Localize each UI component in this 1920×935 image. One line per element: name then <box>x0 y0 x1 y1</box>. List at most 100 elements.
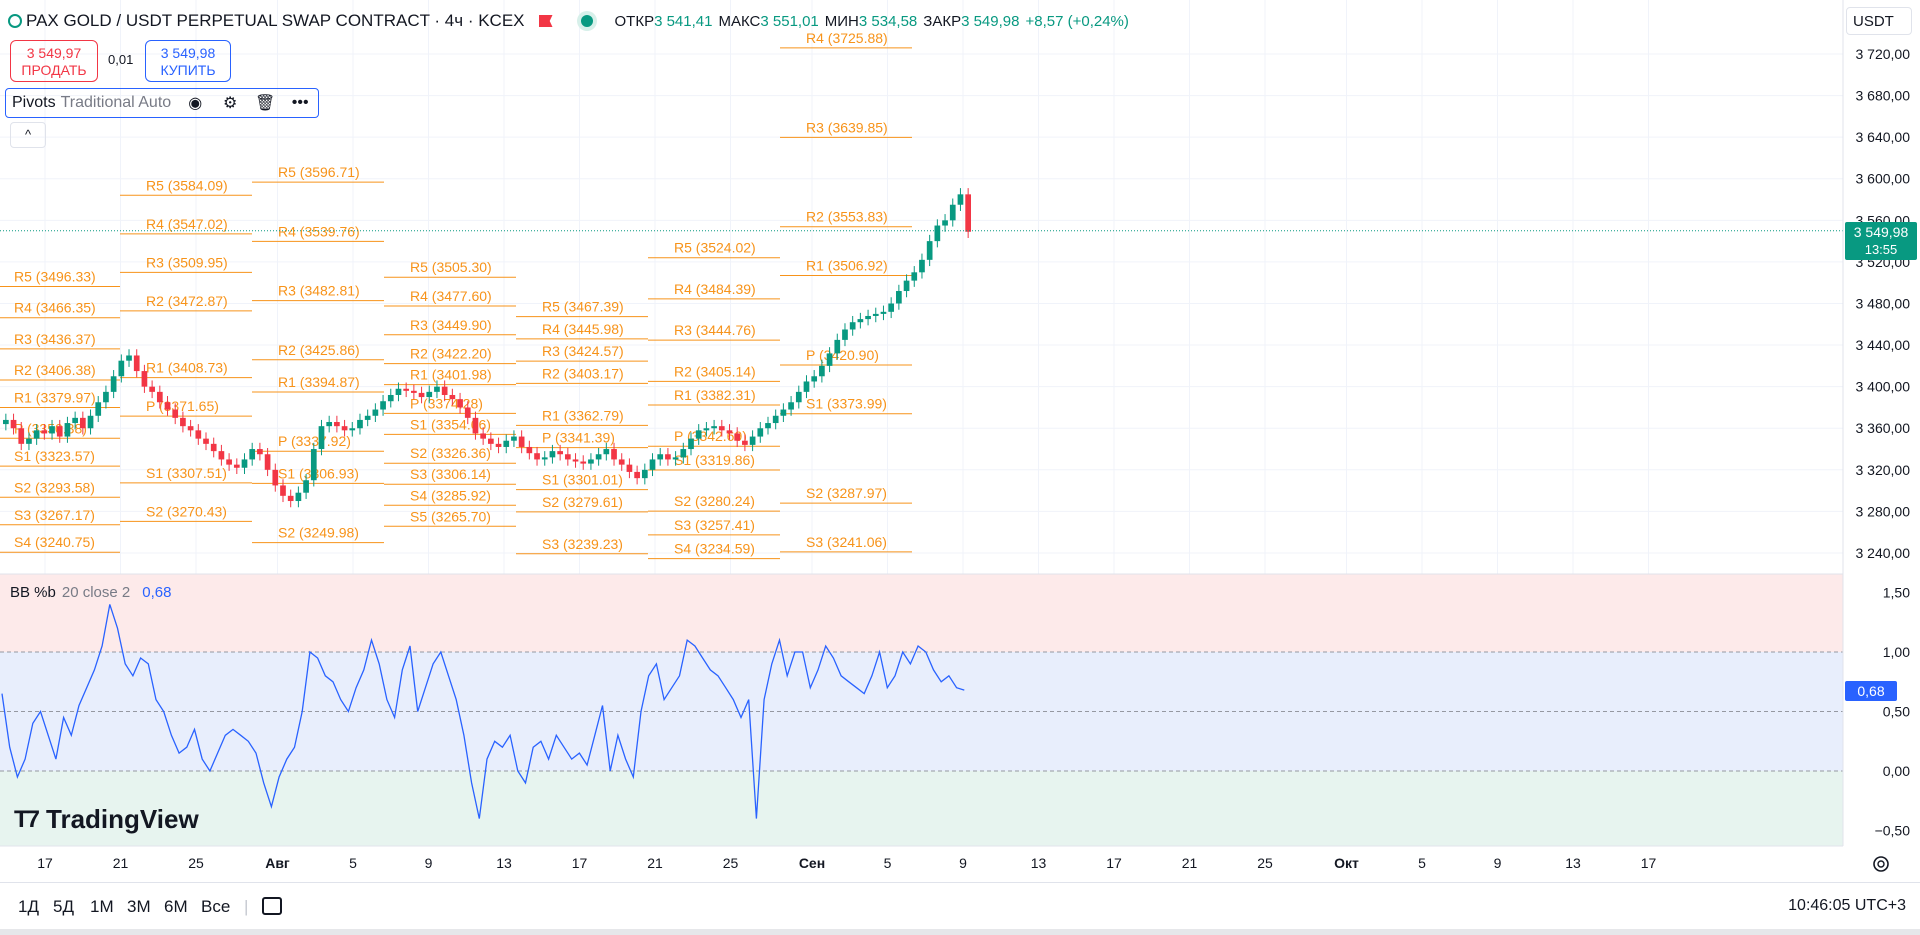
pivot-label: R3 (3509.95) <box>146 254 228 270</box>
pivot-label: R3 (3482.81) <box>278 283 360 299</box>
candle-body <box>349 428 356 431</box>
candle-body <box>449 394 456 400</box>
pivot-label: S1 (3301.01) <box>542 472 623 488</box>
pivot-label: R1 (3401.98) <box>410 367 492 383</box>
time-tick-label: 25 <box>1257 855 1273 871</box>
bb-tick-label: 0,00 <box>1883 763 1910 779</box>
pivot-label: R2 (3422.20) <box>410 346 492 362</box>
price-tick-label: 3 720,00 <box>1856 46 1911 62</box>
pivot-label: P (3420.90) <box>806 347 879 363</box>
pivot-label: S2 (3249.98) <box>278 525 359 541</box>
pivot-label: S2 (3293.58) <box>14 479 95 495</box>
time-tick-label: 9 <box>1494 855 1502 871</box>
tradingview-logo-icon: T7 <box>14 805 40 833</box>
bb-legend[interactable]: BB %b 20 close 2 0,68 <box>10 584 171 601</box>
timeframe-6m[interactable]: 6М <box>164 897 188 916</box>
pivot-label: R3 (3424.57) <box>542 343 624 359</box>
gear-icon[interactable]: ⚙ <box>223 95 238 112</box>
pivot-label: R5 (3496.33) <box>14 269 96 285</box>
symbol-title[interactable]: PAX GOLD / USDT PERPETUAL SWAP CONTRACT … <box>26 11 525 30</box>
candle-body <box>164 402 171 410</box>
candle-body <box>118 360 125 377</box>
candle-body <box>511 436 517 441</box>
pivot-label: R2 (3425.86) <box>278 342 360 358</box>
pivot-label: S3 (3267.17) <box>14 507 95 523</box>
time-tick-label: Авг <box>265 855 290 871</box>
timeframe-5d[interactable]: 5Д <box>53 897 74 916</box>
time-tick-label: 5 <box>884 855 892 871</box>
time-tick-label: Сен <box>799 855 825 871</box>
candle-body <box>56 426 63 437</box>
ohlc-values: ОТКР 3 541,41 МАКС 3 551,01 МИН 3 534,58 ЗА… <box>615 13 1129 30</box>
timeframe-3m[interactable]: 3М <box>127 897 151 916</box>
pivot-label: S3 (3239.23) <box>542 536 623 552</box>
trash-icon[interactable]: 🗑 <box>255 95 276 112</box>
candle-body <box>649 459 656 470</box>
candle-body <box>133 355 140 372</box>
candle-body <box>457 399 463 408</box>
candle-body <box>657 454 664 460</box>
bb-percent-b-line <box>1 604 965 819</box>
bb-current-tag: 0,68 <box>1845 681 1897 701</box>
time-tick-label: 13 <box>1565 855 1581 871</box>
price-tick-label: 3 440,00 <box>1856 337 1911 353</box>
coin-icon <box>8 14 22 28</box>
candle-body <box>611 449 617 460</box>
time-axis: 17 21 25 Авг 5 9 13 17 21 25 Сен 5 9 13 17 21 25 Окт 5 9 13 1… <box>37 855 1656 871</box>
ohlc-high-value: 3 551,01 <box>760 12 819 30</box>
settings-gear-icon[interactable] <box>1873 856 1889 872</box>
ohlc-low-key: МИН <box>824 12 859 30</box>
eye-icon[interactable]: ◉ <box>188 95 203 112</box>
pivot-label: S2 (3270.43) <box>146 503 227 519</box>
candle-body <box>395 388 402 395</box>
pivot-label: R3 (3449.90) <box>410 317 492 333</box>
price-tick-label: 3 320,00 <box>1856 462 1911 478</box>
candle-body <box>280 485 286 496</box>
candle-body <box>403 388 410 391</box>
candle-body <box>826 353 833 366</box>
candle-body <box>819 365 825 377</box>
bb-value: 0,68 <box>142 584 172 601</box>
clock-timezone[interactable]: 10:46:05 UTC+3 <box>1788 897 1906 914</box>
ohlc-open-key: ОТКР <box>614 12 655 30</box>
candle-body <box>557 451 563 455</box>
candle-body <box>718 426 725 431</box>
sell-label: ПРОДАТЬ <box>21 62 87 78</box>
candle-body <box>488 438 494 444</box>
price-tick-label: 3 640,00 <box>1856 129 1911 145</box>
pivot-label: R3 (3436.37) <box>14 331 96 347</box>
collapse-legend-button[interactable]: ^ <box>10 122 46 148</box>
candle-body <box>803 381 810 392</box>
timeframe-1d[interactable]: 1Д <box>18 897 39 916</box>
timeframe-1m[interactable]: 1М <box>90 897 114 916</box>
candle-body <box>257 449 263 455</box>
candle-body <box>380 401 386 410</box>
bb-oversold-zone <box>0 771 1843 846</box>
pivot-label: S1 (3373.99) <box>806 396 887 412</box>
more-icon[interactable]: ••• <box>291 94 309 111</box>
date-range-calendar-icon[interactable] <box>262 897 282 915</box>
pivot-label: S2 (3326.36) <box>410 445 491 461</box>
tradingview-logo[interactable]: T7 TradingView <box>14 804 199 835</box>
pivot-label: S1 (3306.93) <box>278 465 359 481</box>
timeframe-all[interactable]: Все <box>201 897 231 916</box>
candle-body <box>126 355 132 361</box>
buy-button[interactable]: 3 549,98 КУПИТЬ <box>145 40 231 82</box>
horizontal-scrollbar[interactable] <box>0 929 1920 935</box>
pivot-label: R2 (3405.14) <box>674 363 756 379</box>
flag-icon[interactable] <box>538 15 553 27</box>
currency-select[interactable]: USDT <box>1846 7 1912 35</box>
candle-body <box>310 449 317 481</box>
candle-body <box>33 430 40 439</box>
price-tick-label: 3 240,00 <box>1856 545 1911 561</box>
market-status-icon[interactable] <box>580 15 593 27</box>
candle-body <box>64 423 71 437</box>
candle-body <box>172 409 179 418</box>
candle-body <box>326 422 333 427</box>
price-tick-label: 3 360,00 <box>1856 420 1911 436</box>
pivots-legend[interactable]: Pivots Traditional Auto ◉ ⚙ 🗑 ••• <box>5 88 319 118</box>
candle-body <box>233 464 240 468</box>
candle-body <box>149 386 155 392</box>
sell-button[interactable]: 3 549,97 ПРОДАТЬ <box>10 40 98 82</box>
